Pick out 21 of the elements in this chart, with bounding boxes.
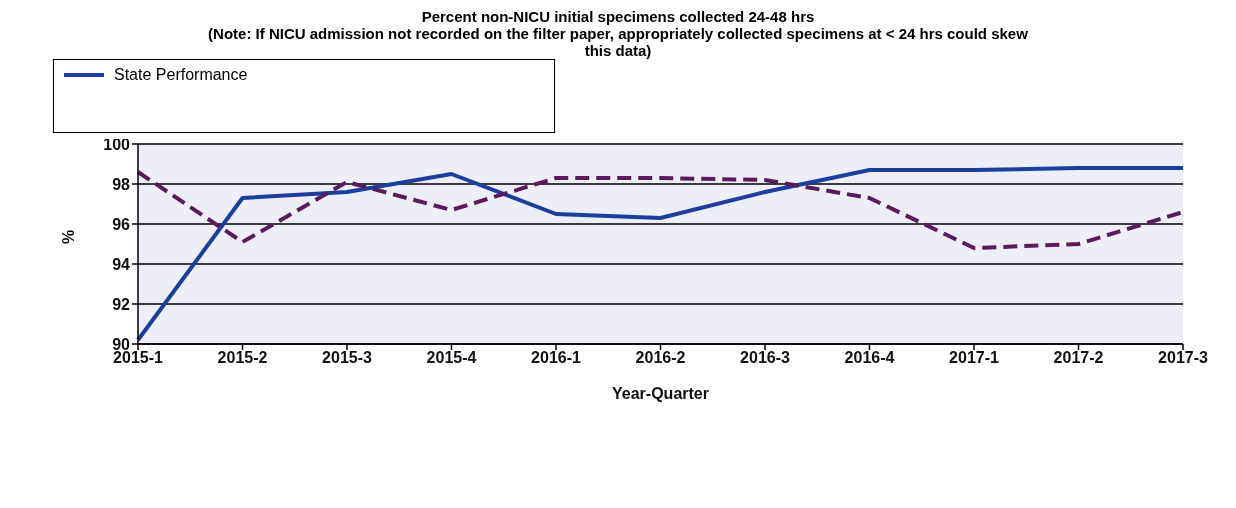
x-axis-title: Year-Quarter (612, 385, 709, 402)
x-tick-label: 2017-3 (1158, 349, 1209, 367)
x-tick-label: 2015-3 (322, 349, 373, 367)
x-tick-label: 2015-4 (426, 349, 477, 367)
y-tick-label: 92 (112, 295, 131, 313)
y-axis-title: % (59, 229, 77, 244)
chart-title: Percent non-NICU initial specimens collected 24-48 hrs (420, 8, 816, 25)
legend-label: State Performance (114, 66, 248, 84)
x-tick-label: 2015-1 (113, 349, 164, 367)
x-tick-label: 2016-4 (844, 349, 895, 367)
x-tick-label: 2017-2 (1053, 349, 1104, 367)
x-tick-label: 2017-1 (949, 349, 1000, 367)
x-tick-label: 2016-1 (531, 349, 582, 367)
y-tick-label: 100 (103, 135, 131, 153)
y-tick-label: 98 (112, 175, 131, 193)
y-tick-label: 96 (112, 215, 131, 233)
x-tick-label: 2016-2 (635, 349, 686, 367)
x-tick-label: 2016-3 (740, 349, 791, 367)
y-tick-label: 94 (112, 255, 131, 273)
chart-subtitle: (Note: If NICU admission not recorded on the filter paper, appropriately collected specimens at < 24 hrs could skew this data) (208, 25, 1028, 59)
x-tick-label: 2015-2 (217, 349, 268, 367)
